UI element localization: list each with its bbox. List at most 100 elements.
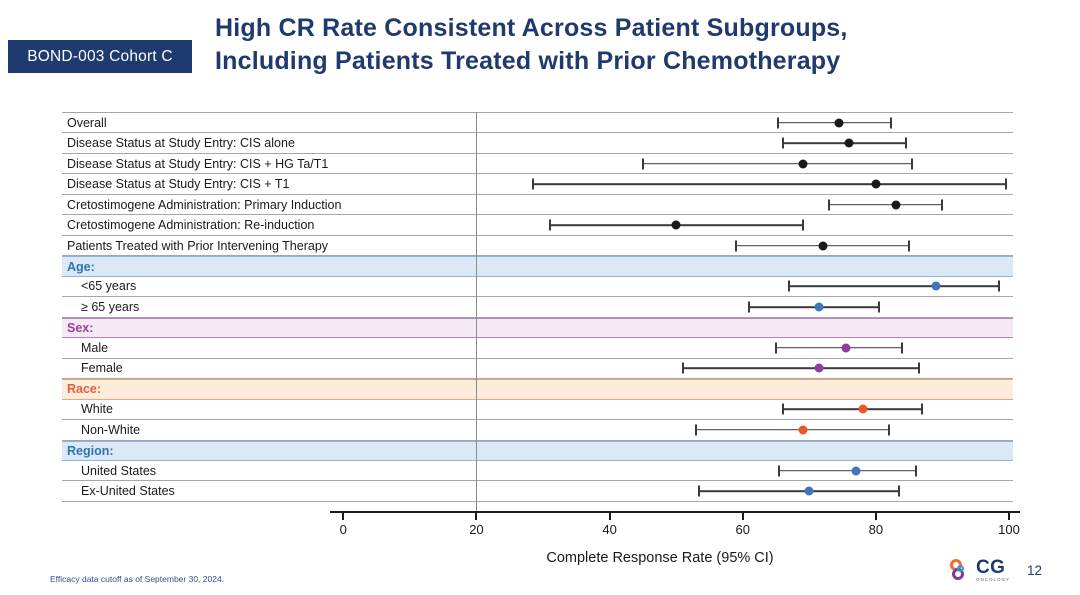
row-label: Patients Treated with Prior Intervening … bbox=[67, 238, 329, 253]
group-header-row: Age: bbox=[62, 256, 1013, 277]
plot-column-divider bbox=[476, 112, 478, 511]
x-tick bbox=[1008, 513, 1010, 520]
ci-line bbox=[789, 285, 999, 288]
ci-cap-lower bbox=[828, 199, 831, 211]
ci-cap-lower bbox=[775, 342, 777, 354]
logo-ring-blue bbox=[956, 565, 964, 573]
ci-cap-upper bbox=[878, 301, 881, 313]
forest-row: Disease Status at Study Entry: CIS + HG … bbox=[62, 153, 1013, 175]
ci-cap-lower bbox=[777, 117, 779, 129]
ci-cap-lower bbox=[781, 137, 784, 149]
x-tick bbox=[342, 513, 345, 520]
page-number: 12 bbox=[1026, 562, 1042, 578]
x-tick bbox=[874, 513, 877, 520]
point-estimate bbox=[844, 138, 854, 148]
x-tick-label: 20 bbox=[469, 522, 484, 537]
x-tick-label: 60 bbox=[735, 522, 750, 537]
x-tick bbox=[608, 513, 611, 520]
data-cutoff-note: Efficacy data cutoff as of September 30,… bbox=[50, 574, 225, 584]
cohort-badge: BOND-003 Cohort C bbox=[8, 40, 192, 73]
forest-row: Disease Status at Study Entry: CIS + T1 bbox=[62, 174, 1013, 195]
point-estimate bbox=[798, 425, 808, 435]
point-estimate bbox=[851, 466, 861, 476]
group-header-label: Age: bbox=[67, 259, 95, 274]
ci-cap-upper bbox=[918, 362, 921, 374]
ci-cap-lower bbox=[641, 158, 644, 170]
forest-row: Overall bbox=[62, 113, 1013, 134]
point-estimate bbox=[818, 241, 828, 251]
row-label: Cretostimogene Administration: Primary I… bbox=[67, 197, 342, 212]
point-estimate bbox=[804, 486, 814, 496]
group-header-label: Region: bbox=[67, 443, 114, 458]
row-label: Disease Status at Study Entry: CIS alone bbox=[67, 136, 295, 151]
forest-row: Patients Treated with Prior Intervening … bbox=[62, 235, 1013, 257]
x-axis-label: Complete Response Rate (95% CI) bbox=[546, 550, 774, 566]
x-tick bbox=[475, 513, 478, 520]
ci-cap-lower bbox=[735, 240, 738, 252]
forest-row: White bbox=[62, 399, 1013, 421]
ci-cap-lower bbox=[788, 280, 791, 292]
group-header-row: Region: bbox=[62, 440, 1013, 461]
row-label: Female bbox=[81, 361, 123, 376]
x-tick-label: 40 bbox=[602, 522, 617, 537]
group-header-row: Race: bbox=[62, 379, 1013, 400]
x-tick bbox=[741, 513, 744, 520]
ci-cap-upper bbox=[898, 485, 901, 497]
row-label: <65 years bbox=[81, 279, 137, 294]
forest-row: United States bbox=[62, 460, 1013, 482]
ci-line bbox=[699, 490, 900, 492]
row-label: Ex-United States bbox=[81, 484, 175, 499]
forest-row: Ex-United States bbox=[62, 481, 1013, 502]
ci-cap-lower bbox=[532, 178, 535, 190]
x-axis-line bbox=[330, 511, 1020, 513]
forest-row: ≥ 65 years bbox=[62, 297, 1013, 318]
row-label: Overall bbox=[67, 115, 107, 130]
forest-plot: Overall Disease Status at Study Entry: CI… bbox=[62, 112, 1013, 502]
row-label: White bbox=[81, 402, 113, 417]
ci-cap-upper bbox=[911, 158, 914, 170]
point-estimate bbox=[798, 159, 808, 169]
ci-cap-lower bbox=[548, 219, 551, 231]
ci-cap-lower bbox=[698, 485, 701, 497]
ci-cap-upper bbox=[888, 424, 891, 436]
ci-line bbox=[829, 203, 943, 206]
forest-row: Male bbox=[62, 338, 1013, 359]
forest-row: Cretostimogene Administration: Re-induct… bbox=[62, 215, 1013, 236]
ci-line bbox=[682, 367, 920, 370]
logo-wordmark: CG ONCOLOGY bbox=[976, 558, 1010, 583]
ci-line bbox=[779, 469, 916, 472]
ci-cap-upper bbox=[801, 219, 804, 231]
cg-oncology-logo-icon bbox=[949, 558, 967, 582]
row-label: Disease Status at Study Entry: CIS + T1 bbox=[67, 177, 290, 192]
slide-title-line2: Including Patients Treated with Prior Ch… bbox=[215, 47, 841, 75]
group-header-row: Sex: bbox=[62, 317, 1013, 339]
ci-cap-upper bbox=[901, 342, 904, 354]
ci-cap-lower bbox=[695, 424, 698, 436]
ci-cap-upper bbox=[914, 465, 917, 477]
brand-area: CG ONCOLOGY 12 bbox=[949, 558, 1042, 583]
slide-title: High CR Rate Consistent Across Patient S… bbox=[215, 12, 848, 78]
forest-row: <65 years bbox=[62, 276, 1013, 298]
point-estimate bbox=[871, 179, 881, 189]
ci-line bbox=[782, 142, 906, 144]
x-tick-label: 0 bbox=[339, 522, 347, 537]
point-estimate bbox=[834, 118, 844, 128]
row-label: ≥ 65 years bbox=[81, 299, 140, 314]
group-header-label: Race: bbox=[67, 382, 102, 397]
point-estimate bbox=[671, 220, 681, 230]
ci-line bbox=[642, 162, 913, 165]
point-estimate bbox=[931, 281, 941, 291]
row-label: Cretostimogene Administration: Re-induct… bbox=[67, 218, 315, 233]
ci-cap-lower bbox=[781, 403, 784, 415]
forest-row: Cretostimogene Administration: Primary I… bbox=[62, 194, 1013, 216]
logo-subtext: ONCOLOGY bbox=[975, 577, 1010, 582]
ci-line bbox=[696, 428, 890, 431]
ci-cap-upper bbox=[921, 403, 924, 415]
ci-cap-upper bbox=[908, 240, 911, 252]
point-estimate bbox=[891, 200, 901, 210]
ci-line bbox=[749, 306, 880, 308]
ci-cap-lower bbox=[778, 465, 781, 477]
point-estimate bbox=[814, 302, 824, 312]
ci-line bbox=[782, 408, 923, 411]
